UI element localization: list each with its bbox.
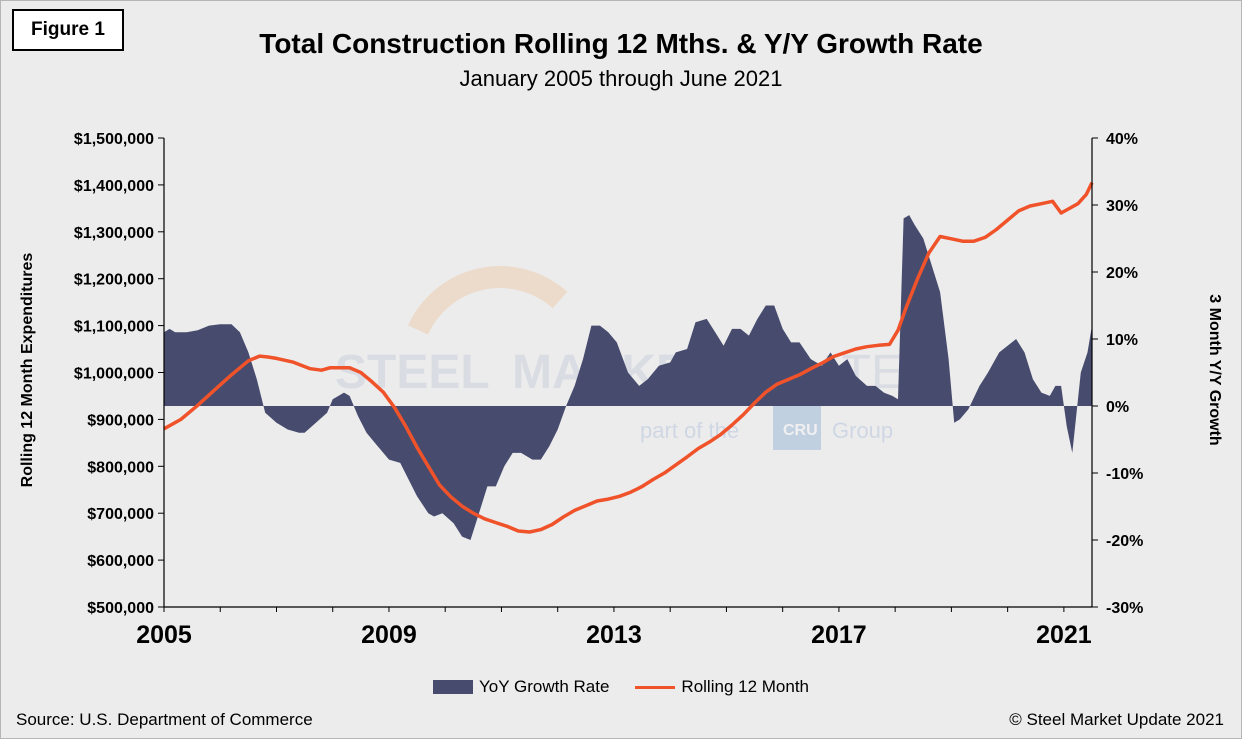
- y-left-tick-label: $600,000: [87, 553, 154, 570]
- y-right-tick-label: 30%: [1106, 198, 1138, 215]
- x-tick-label: 2017: [811, 621, 867, 649]
- legend: YoY Growth Rate Rolling 12 Month: [0, 677, 1242, 697]
- x-tick-label: 2009: [361, 621, 417, 649]
- axes: $500,000 $600,000 $700,000 $800,000 $900,000…: [74, 131, 1143, 649]
- y-left-tick-label: $800,000: [87, 459, 154, 476]
- plot-area: [163, 181, 1094, 540]
- y-left-tick-label: $700,000: [87, 506, 154, 523]
- y-left-tick-label: $1,100,000: [74, 319, 154, 336]
- y-left-tick-label: $1,400,000: [74, 178, 154, 195]
- x-tick-label: 2021: [1036, 621, 1092, 649]
- y-right-tick-label: -10%: [1106, 466, 1143, 483]
- y-right-tick-label: 0%: [1106, 399, 1129, 416]
- y-left-tick-label: $1,300,000: [74, 225, 154, 242]
- y-right-tick-label: 20%: [1106, 265, 1138, 282]
- legend-item-growth: YoY Growth Rate: [433, 677, 609, 697]
- y-left-tick-label: $1,200,000: [74, 272, 154, 289]
- x-tick-label: 2005: [136, 621, 192, 649]
- watermark-arc: [407, 266, 568, 335]
- chart-title: Total Construction Rolling 12 Mths. & Y/…: [259, 28, 983, 59]
- y-right-tick-label: -20%: [1106, 533, 1143, 550]
- x-tick-label: 2013: [586, 621, 642, 649]
- watermark-tag-after: Group: [832, 418, 893, 443]
- y-right-tick-label: 10%: [1106, 332, 1138, 349]
- copyright-note: © Steel Market Update 2021: [1009, 710, 1224, 729]
- figure-label: Figure 1: [12, 9, 124, 51]
- chart-subtitle: January 2005 through June 2021: [459, 66, 783, 91]
- legend-label-rolling: Rolling 12 Month: [681, 677, 809, 696]
- y-left-tick-label: $1,500,000: [74, 131, 154, 148]
- legend-swatch-area: [433, 680, 473, 694]
- legend-item-rolling: Rolling 12 Month: [635, 677, 809, 697]
- source-note: Source: U.S. Department of Commerce: [16, 710, 313, 729]
- y-right-tick-label: -30%: [1106, 600, 1143, 617]
- legend-swatch-line: [635, 685, 676, 689]
- y-left-tick-label: $500,000: [87, 600, 154, 617]
- y-right-tick-label: 40%: [1106, 131, 1138, 148]
- watermark-tag-before: part of the: [640, 418, 739, 443]
- y-left-tick-label: $1,000,000: [74, 366, 154, 383]
- watermark-logo-box: [773, 406, 821, 450]
- y-left-tick-label: $900,000: [87, 412, 154, 429]
- series-area-yoy-growth: [164, 215, 1092, 540]
- legend-label-growth: YoY Growth Rate: [479, 677, 610, 696]
- series-line-rolling-12-month: [163, 181, 1094, 534]
- watermark-tag-logo: CRU: [783, 422, 818, 439]
